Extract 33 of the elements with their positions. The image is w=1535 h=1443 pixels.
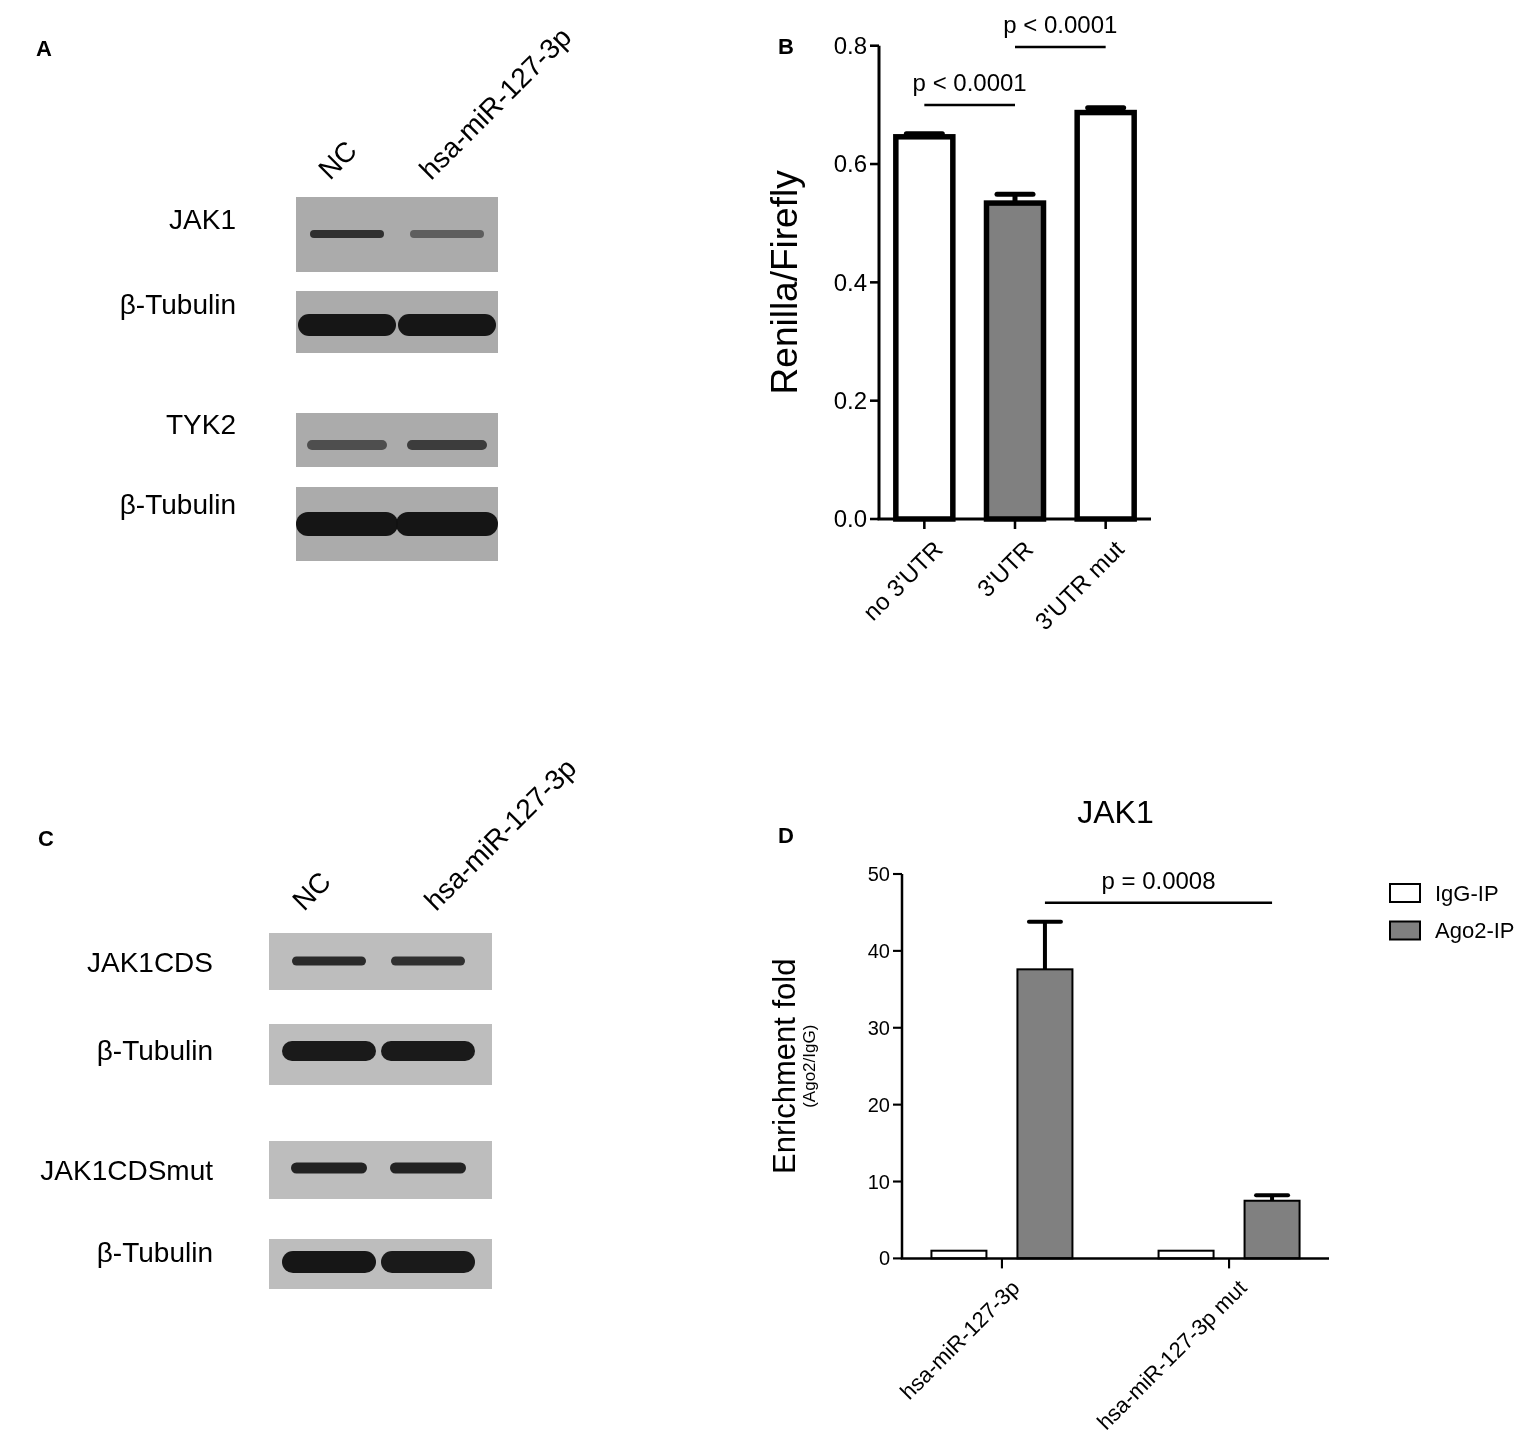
text: β-Tubulin xyxy=(96,1035,213,1066)
chart-title: JAK1 xyxy=(1077,794,1154,830)
legend-label: IgG-IP xyxy=(1435,880,1499,906)
annotation: p = 0.0008 xyxy=(1101,866,1216,894)
text: A xyxy=(36,36,52,61)
y-tick-label: 20 xyxy=(867,1093,890,1116)
y-tick-label: 0.2 xyxy=(833,387,867,415)
text: JAK1CDS xyxy=(86,947,213,978)
y-tick-label: 30 xyxy=(867,1016,890,1039)
text: β-Tubulin xyxy=(119,489,236,520)
legend-label: Ago2-IP xyxy=(1435,918,1515,944)
annotation: p < 0.0001 xyxy=(912,69,1027,97)
text: β-Tubulin xyxy=(96,1237,213,1268)
text: B xyxy=(778,34,794,59)
category-label: NC xyxy=(286,865,337,917)
y-tick-label: 0.0 xyxy=(833,505,867,533)
text: JAK1CDSmut xyxy=(40,1155,214,1186)
category-label: NC xyxy=(312,134,363,186)
y-tick-label: 50 xyxy=(867,863,890,885)
text: JAK1 xyxy=(169,204,236,235)
y-axis-title: Enrichment fold (Ago2/IgG) xyxy=(767,958,819,1174)
text: β-Tubulin xyxy=(119,289,236,320)
y-tick-label: 40 xyxy=(867,939,890,962)
y-tick-label: 0.4 xyxy=(833,268,867,296)
text: D xyxy=(778,823,794,848)
y-tick-label: 0.6 xyxy=(833,150,867,178)
text: TYK2 xyxy=(165,409,236,440)
text: C xyxy=(38,826,54,851)
text: p < 0.0001 xyxy=(1003,11,1118,39)
y-tick-label: 10 xyxy=(867,1170,890,1193)
y-axis-title: Renilla/Firefly xyxy=(764,169,805,395)
y-tick-label: 0.8 xyxy=(833,32,867,60)
y-tick-label: 0 xyxy=(878,1247,890,1270)
